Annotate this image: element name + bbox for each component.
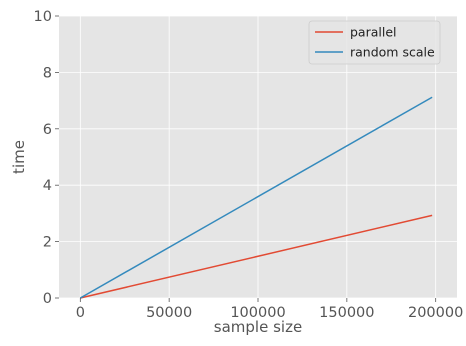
grid-lines: [59, 15, 457, 299]
y-tick-label: 4: [43, 178, 52, 194]
x-tick-label: 150000: [319, 305, 374, 321]
y-tick-label: 0: [43, 291, 52, 307]
y-tick-label: 8: [43, 65, 52, 81]
axis-ticks: 0 50000 100000 150000 200000 0 2 4 6 8 10: [34, 9, 464, 321]
data-series: [79, 96, 433, 299]
legend: parallel random scale: [308, 20, 441, 65]
y-tick-label: 6: [43, 122, 52, 138]
y-tick-label: 2: [43, 235, 52, 251]
x-tick-label: 0: [76, 305, 85, 321]
x-tick-label: 200000: [408, 305, 463, 321]
x-tick-label: 50000: [146, 305, 192, 321]
legend-label-0: parallel: [350, 25, 397, 40]
x-tick-label: 100000: [230, 305, 285, 321]
legend-label-1: random scale: [350, 45, 435, 60]
series-line-1: [79, 96, 433, 299]
y-tick-label: 10: [34, 9, 52, 25]
y-axis-label: time: [10, 140, 28, 174]
x-axis-label: sample size: [214, 318, 302, 336]
series-line-0: [80, 214, 433, 299]
